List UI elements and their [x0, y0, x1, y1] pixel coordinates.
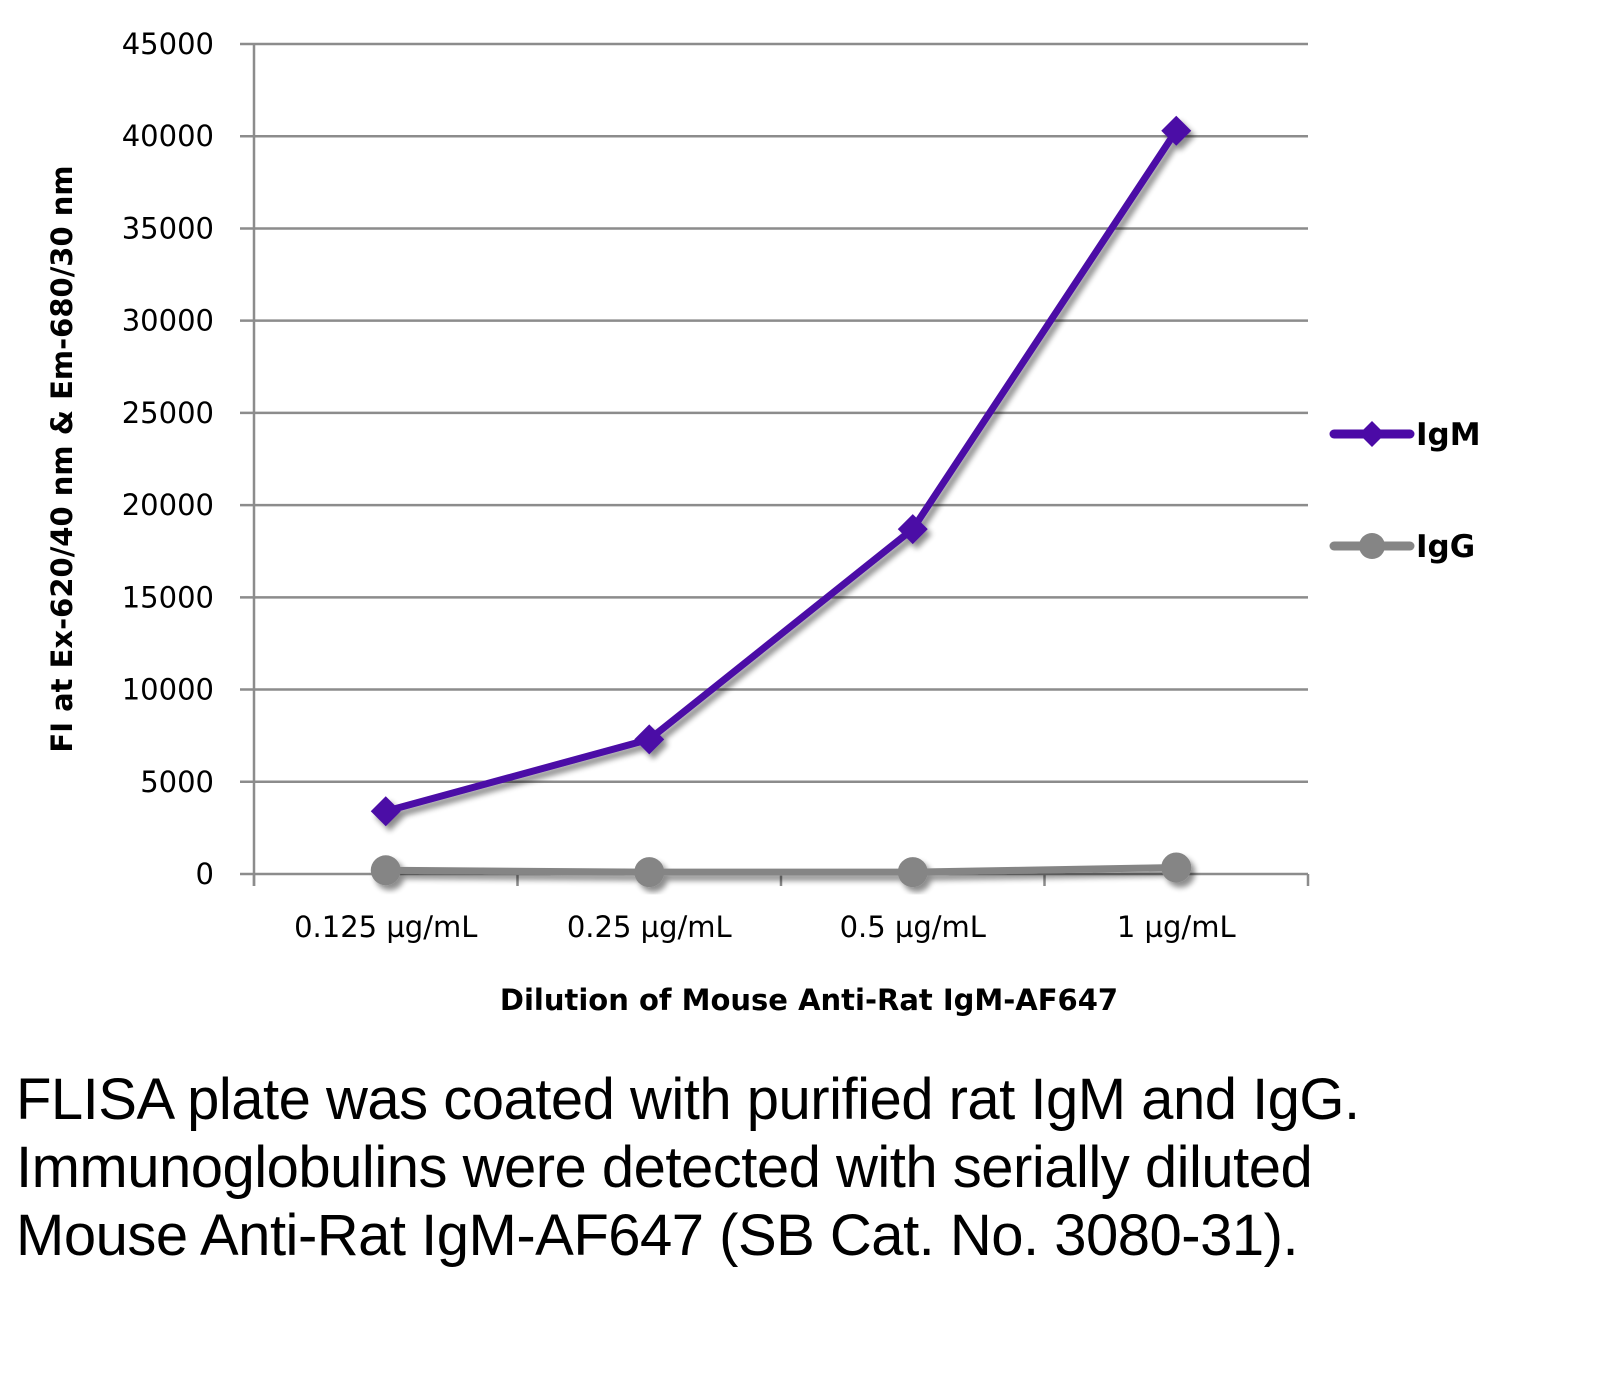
series-igg — [370, 852, 1192, 888]
axes — [252, 44, 1310, 886]
x-axis-title: Dilution of Mouse Anti-Rat IgM-AF647 — [500, 983, 1118, 1017]
y-tick-label: 5000 — [140, 765, 214, 799]
gridlines — [240, 42, 1308, 876]
data-point-igg — [634, 857, 665, 888]
y-tick-label: 0 — [196, 857, 214, 891]
data-point-igm — [1161, 115, 1192, 146]
x-tick-label: 0.125 µg/mL — [294, 910, 477, 944]
data-point-igm — [897, 514, 928, 545]
y-tick-label: 15000 — [122, 580, 214, 614]
y-tick-label: 10000 — [122, 673, 214, 707]
y-tick-label: 40000 — [122, 119, 214, 153]
figure-caption: FLISA plate was coated with purified rat… — [16, 1067, 1360, 1268]
data-point-igg — [370, 855, 401, 886]
legend: IgM IgG — [1329, 417, 1481, 565]
y-tick-label: 25000 — [122, 396, 214, 430]
line-chart: 0 5000 10000 15000 20000 25000 30000 35000 40000… — [45, 27, 1481, 1017]
series — [370, 115, 1192, 888]
x-axis-tick-labels: 0.125 µg/mL 0.25 µg/mL 0.5 µg/mL 1 µg/mL — [294, 910, 1236, 944]
y-axis-tick-labels: 0 5000 10000 15000 20000 25000 30000 35000 40000… — [122, 27, 214, 891]
data-point-igg — [1161, 852, 1192, 883]
legend-circle-marker — [1359, 533, 1385, 559]
series-igm — [370, 115, 1192, 827]
legend-label: IgG — [1416, 529, 1475, 565]
data-point-igm — [370, 796, 401, 827]
y-tick-label: 45000 — [122, 27, 214, 61]
legend-label: IgM — [1416, 417, 1481, 453]
y-tick-label: 30000 — [122, 304, 214, 338]
series-line-igm — [382, 127, 1180, 815]
data-point-igm — [634, 724, 665, 755]
series-line-igg — [382, 864, 1180, 876]
x-tick-label: 1 µg/mL — [1117, 910, 1236, 944]
data-point-igg — [897, 857, 928, 888]
x-tick-label: 0.25 µg/mL — [567, 910, 732, 944]
y-axis-title: FI at Ex-620/40 nm & Em-680/30 nm — [45, 165, 79, 752]
x-tick-label: 0.5 µg/mL — [840, 910, 986, 944]
y-tick-label: 35000 — [122, 211, 214, 245]
legend-item-igg: IgG — [1329, 529, 1475, 565]
y-tick-label: 20000 — [122, 488, 214, 522]
legend-item-igm: IgM — [1329, 417, 1481, 453]
legend-diamond-marker — [1359, 421, 1385, 447]
